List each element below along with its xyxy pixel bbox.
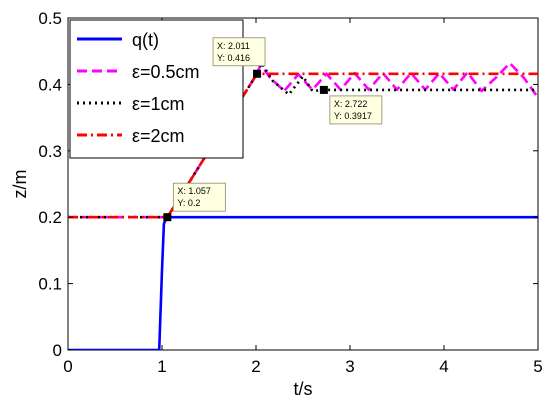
marker-layer xyxy=(163,69,328,222)
y-tick-label: 0.5 xyxy=(38,9,62,28)
legend-item-eps2: ε=2cm xyxy=(77,126,185,146)
datatip-box xyxy=(329,95,383,125)
datatip-x-text: X: 2.722 xyxy=(334,99,368,109)
y-axis-label: z/m xyxy=(10,170,30,199)
datatip-marker xyxy=(253,69,262,78)
datatip-box xyxy=(212,37,266,67)
datatip-x-text: X: 2.011 xyxy=(217,41,250,51)
ticks-layer: 0 1 2 3 4 5 0 0.1 0.2 0.3 0.4 0.5 xyxy=(38,9,542,376)
y-tick-label: 0 xyxy=(53,341,62,360)
legend-item-q: q(t) xyxy=(77,30,159,50)
y-tick-label: 0.2 xyxy=(38,208,62,227)
datatip-x-text: X: 1.057 xyxy=(177,186,211,196)
datatip: X: 1.057 Y: 0.2 xyxy=(172,182,226,212)
x-tick-label: 2 xyxy=(251,357,260,376)
datatip-y-text: Y: 0.416 xyxy=(217,53,250,63)
datatip-y-text: Y: 0.3917 xyxy=(334,111,372,121)
legend-label-eps05: ε=0.5cm xyxy=(132,62,200,82)
x-axis-label: t/s xyxy=(293,379,312,399)
legend-label-q: q(t) xyxy=(132,30,159,50)
legend-label-eps2: ε=2cm xyxy=(132,126,185,146)
x-tick-label: 4 xyxy=(439,357,448,376)
y-tick-label: 0.1 xyxy=(38,275,62,294)
datatips-layer: X: 1.057 Y: 0.2 X: 2.011 Y: 0.416 X: 2.722 Y:… xyxy=(172,37,383,212)
legend-label-eps1: ε=1cm xyxy=(132,94,185,114)
x-tick-label: 0 xyxy=(63,357,72,376)
datatip: X: 2.011 Y: 0.416 xyxy=(212,37,266,67)
y-tick-label: 0.4 xyxy=(38,75,62,94)
x-tick-label: 5 xyxy=(533,357,542,376)
datatip-y-text: Y: 0.2 xyxy=(177,198,200,208)
x-tick-label: 1 xyxy=(157,357,166,376)
y-tick-label: 0.3 xyxy=(38,142,62,161)
datatip-marker xyxy=(319,85,328,94)
series-line-0 xyxy=(68,215,538,350)
legend-item-eps1: ε=1cm xyxy=(77,94,185,114)
legend-item-eps05: ε=0.5cm xyxy=(77,62,200,82)
datatip-marker xyxy=(163,213,172,222)
datatip: X: 2.722 Y: 0.3917 xyxy=(329,95,383,125)
x-tick-label: 3 xyxy=(345,357,354,376)
datatip-box xyxy=(172,182,226,212)
